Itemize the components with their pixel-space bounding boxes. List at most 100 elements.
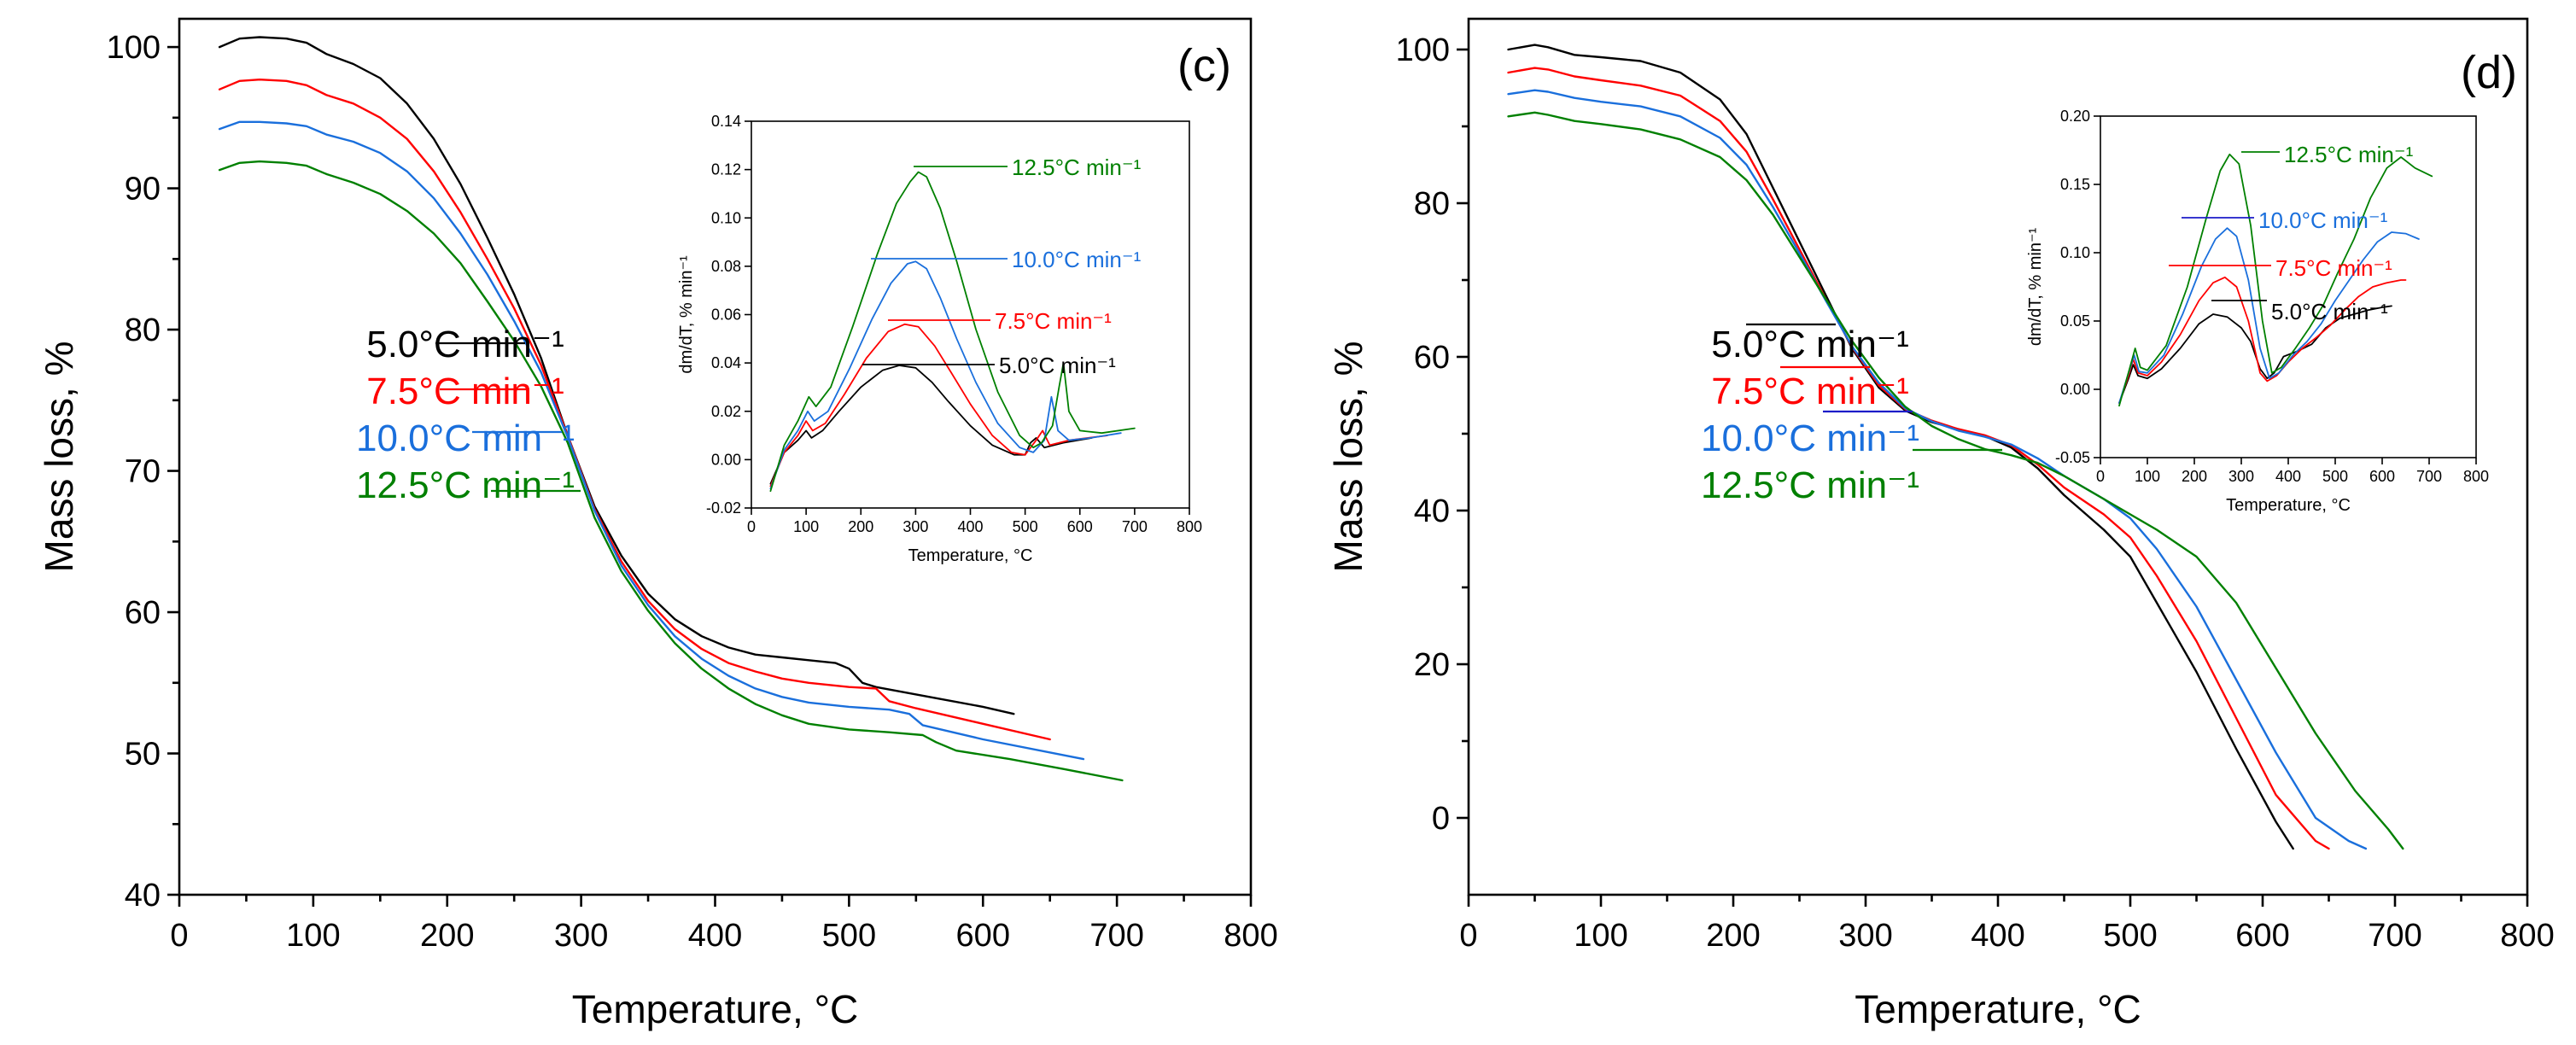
x-tick-label: 200 xyxy=(1706,918,1760,954)
inset-y-tick-label: 0.08 xyxy=(711,258,741,275)
inset-y-tick-label: 0.10 xyxy=(711,209,741,226)
panel-d: 0 100 200 300 400 500 600 700 800 0 20 40 60 80 100 Tem… xyxy=(1326,17,2555,1031)
inset-x-tick-label: 200 xyxy=(848,518,873,535)
series-line-7.5 xyxy=(218,79,1051,741)
panel-label: (c) xyxy=(1177,40,1231,91)
inset-x-tick-label: 400 xyxy=(2275,468,2301,485)
inset-x-tick-label: 500 xyxy=(2322,468,2348,485)
x-tick-label: 800 xyxy=(2500,918,2554,954)
inset-y-tick-label: 0.00 xyxy=(711,451,741,468)
y-tick-label: 0 xyxy=(1432,801,1450,837)
inset-series-line-10.0 xyxy=(2118,227,2420,404)
inset-x-tick-label: 300 xyxy=(902,518,928,535)
inset-x-tick-label: 800 xyxy=(2463,468,2489,485)
y-tick-label: 100 xyxy=(1396,32,1450,68)
legend-label-10.0: 10.0°C min⁻¹ xyxy=(1701,417,1919,459)
inset-series-line-7.5 xyxy=(769,323,1108,487)
legend-label-10.0: 10.0°C min⁻¹ xyxy=(356,417,575,459)
x-tick-label: 100 xyxy=(286,918,340,954)
inset-y-tick-label: 0.06 xyxy=(711,306,741,324)
x-tick-label: 700 xyxy=(2368,918,2421,954)
x-tick-label: 400 xyxy=(688,918,742,954)
inset-x-tick-label: 0 xyxy=(2096,468,2105,485)
legend-label-12.5: 12.5°C min⁻¹ xyxy=(356,464,575,506)
y-tick-label: 50 xyxy=(125,737,161,773)
inset-y-tick-label: 0.05 xyxy=(2060,312,2090,330)
panel-c: 0 100 200 300 400 500 600 700 800 40 50 60 70 80 90 100… xyxy=(37,17,1278,1031)
y-tick-label: 60 xyxy=(1414,340,1450,376)
legend-label-5.0: 5.0°C min⁻¹ xyxy=(1711,324,1909,365)
legend-label-12.5: 12.5°C min⁻¹ xyxy=(1701,464,1919,506)
x-axis-title: Temperature, °C xyxy=(572,987,858,1031)
legend-label-7.5: 7.5°C min⁻¹ xyxy=(1711,371,1909,412)
inset-y-axis-title: dm/dT, % min⁻¹ xyxy=(2026,227,2045,346)
x-tick-label: 300 xyxy=(1838,918,1892,954)
x-tick-label: 200 xyxy=(420,918,474,954)
inset-x-tick-label: 200 xyxy=(2182,468,2207,485)
inset-x-tick-label: 700 xyxy=(2416,468,2442,485)
inset-series-line-7.5 xyxy=(2118,276,2407,404)
inset-label-5.0: 5.0°C min⁻¹ xyxy=(999,353,1116,378)
inset-y-tick-label: -0.05 xyxy=(2055,449,2090,466)
inset-label-12.5: 12.5°C min⁻¹ xyxy=(1012,155,1142,180)
x-tick-label: 500 xyxy=(2103,918,2157,954)
inset-y-tick-label: 0.04 xyxy=(711,354,741,371)
inset-y-tick-label: 0.12 xyxy=(711,161,741,178)
y-tick-label: 60 xyxy=(125,595,161,631)
inset-x-tick-label: 300 xyxy=(2228,468,2254,485)
inset-series-line-5.0 xyxy=(769,365,1093,485)
y-tick-label: 70 xyxy=(125,454,161,490)
y-tick-label: 80 xyxy=(125,312,161,348)
legend-label-5.0: 5.0°C min⁻¹ xyxy=(366,324,564,365)
inset-label-7.5: 7.5°C min⁻¹ xyxy=(995,308,1112,334)
inset-series-line-12.5 xyxy=(2118,153,2433,407)
y-tick-label: 20 xyxy=(1414,647,1450,683)
inset-x-tick-label: 500 xyxy=(1013,518,1038,535)
inset-label-12.5: 12.5°C min⁻¹ xyxy=(2284,142,2414,167)
x-tick-label: 100 xyxy=(1574,918,1627,954)
x-tick-label: 300 xyxy=(554,918,608,954)
inset-x-tick-label: 700 xyxy=(1122,518,1148,535)
y-tick-label: 40 xyxy=(1414,493,1450,529)
legend-label-7.5: 7.5°C min⁻¹ xyxy=(366,371,564,412)
inset-y-tick-label: 0.14 xyxy=(711,113,741,130)
inset: 0 100 200 300 400 500 600 700 800 -0.05 0.00 0.05 0.… xyxy=(2026,108,2489,515)
series-line-12.5 xyxy=(218,160,1124,782)
y-tick-label: 40 xyxy=(125,878,161,914)
x-tick-label: 800 xyxy=(1224,918,1277,954)
inset-x-tick-label: 100 xyxy=(2135,468,2160,485)
series-line-10.0 xyxy=(218,120,1085,761)
inset-y-tick-label: 0.02 xyxy=(711,403,741,420)
inset-x-tick-label: 600 xyxy=(2369,468,2395,485)
series-line-5.0 xyxy=(1507,44,2294,850)
inset-y-tick-label: 0.20 xyxy=(2060,108,2090,125)
x-tick-label: 0 xyxy=(170,918,188,954)
inset-label-10.0: 10.0°C min⁻¹ xyxy=(2258,207,2388,233)
inset-x-tick-label: 0 xyxy=(747,518,756,535)
y-tick-label: 90 xyxy=(125,172,161,207)
inset-label-10.0: 10.0°C min⁻¹ xyxy=(1012,247,1142,272)
x-tick-label: 700 xyxy=(1089,918,1143,954)
inset-series-line-12.5 xyxy=(769,171,1136,493)
y-tick-label: 100 xyxy=(107,30,161,66)
inset-frame xyxy=(2100,115,2477,458)
inset-label-5.0: 5.0°C min⁻¹ xyxy=(2271,299,2388,324)
series-line-10.0 xyxy=(1507,89,2368,850)
x-tick-label: 600 xyxy=(956,918,1010,954)
inset-y-tick-label: 0.00 xyxy=(2060,381,2090,398)
y-axis-title: Mass loss, % xyxy=(1326,342,1370,573)
x-tick-label: 400 xyxy=(1971,918,2024,954)
inset-x-tick-label: 800 xyxy=(1177,518,1202,535)
y-axis-title: Mass loss, % xyxy=(37,342,81,573)
inset-x-tick-label: 600 xyxy=(1067,518,1093,535)
inset: 0 100 200 300 400 500 600 700 800 -0.02 0.00 0.02 0.… xyxy=(677,113,1202,565)
inset-y-tick-label: 0.10 xyxy=(2060,244,2090,261)
inset-x-tick-label: 100 xyxy=(793,518,819,535)
y-tick-label: 80 xyxy=(1414,186,1450,222)
inset-y-tick-label: -0.02 xyxy=(706,499,741,517)
inset-label-7.5: 7.5°C min⁻¹ xyxy=(2275,255,2392,281)
x-tick-label: 500 xyxy=(822,918,876,954)
panel-label: (d) xyxy=(2461,47,2517,98)
inset-x-axis-title: Temperature, °C xyxy=(2226,496,2351,515)
